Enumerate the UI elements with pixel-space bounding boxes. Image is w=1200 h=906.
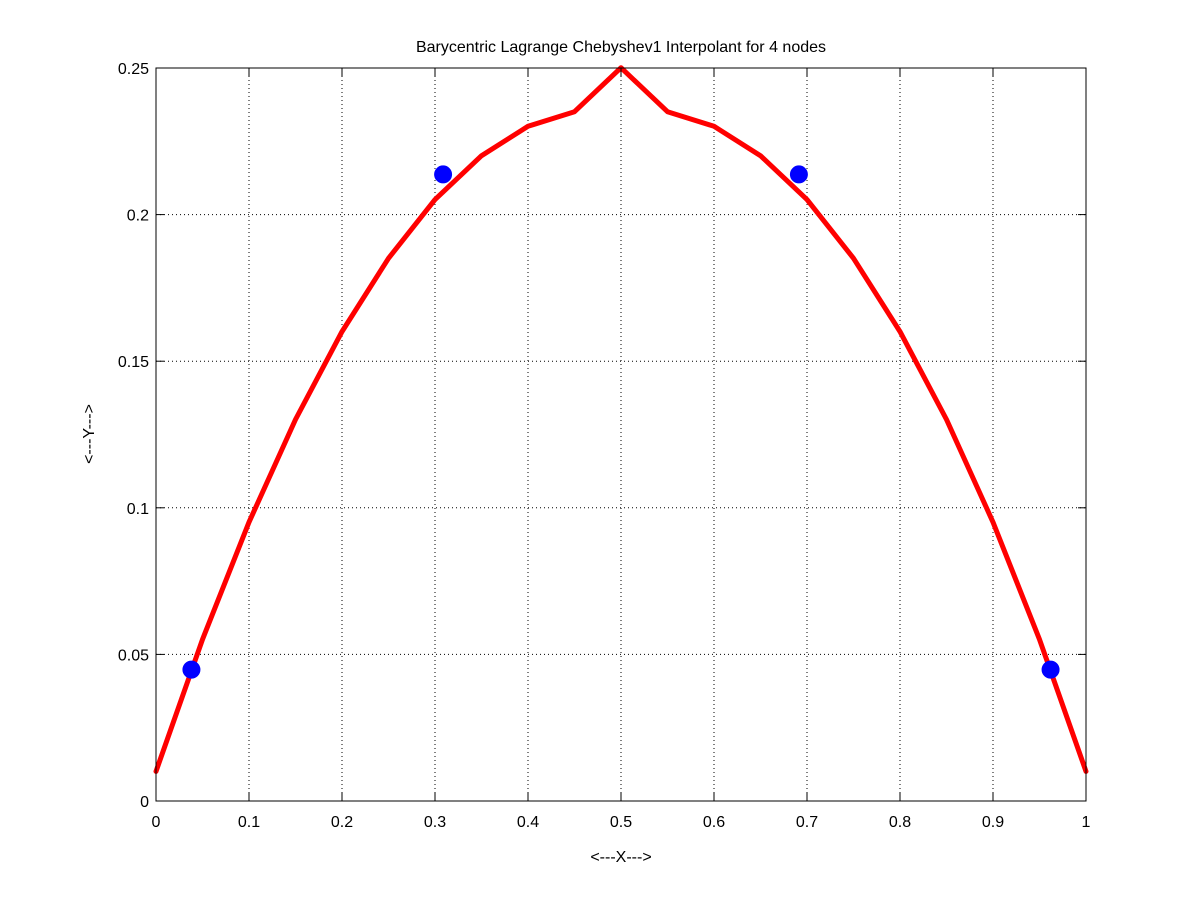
y-tick-label: 0.25	[118, 61, 149, 78]
x-axis-label: <---X--->	[590, 849, 651, 866]
x-tick-label: 0.5	[610, 814, 632, 831]
x-tick-label: 0	[152, 814, 161, 831]
ticks: 0 0.1 0.2 0.3 0.4 0.5 0.6 0.7 0.8 0.9 1 0 0.05 0.1 0.1…	[118, 61, 1091, 831]
node-marker	[434, 165, 453, 184]
x-tick-label: 0.3	[424, 814, 446, 831]
x-tick-label: 0.9	[982, 814, 1004, 831]
x-tick-label: 0.8	[889, 814, 911, 831]
y-axis-label: <---Y--->	[81, 404, 98, 464]
y-tick-label: 0.2	[127, 208, 149, 225]
y-tick-label: 0.05	[118, 647, 149, 664]
node-marker	[182, 660, 201, 679]
x-tick-label: 0.4	[517, 814, 539, 831]
chart-title: Barycentric Lagrange Chebyshev1 Interpol…	[416, 39, 826, 56]
x-tick-label: 0.2	[331, 814, 353, 831]
node-marker	[1041, 660, 1060, 679]
x-tick-label: 0.7	[796, 814, 818, 831]
y-tick-label: 0.1	[127, 501, 149, 518]
y-tick-label: 0.15	[118, 354, 149, 371]
x-tick-label: 1	[1082, 814, 1091, 831]
plot-area	[156, 68, 1086, 801]
x-tick-label: 0.1	[238, 814, 260, 831]
y-tick-label: 0	[140, 794, 149, 811]
node-marker	[789, 165, 808, 184]
x-tick-label: 0.6	[703, 814, 725, 831]
